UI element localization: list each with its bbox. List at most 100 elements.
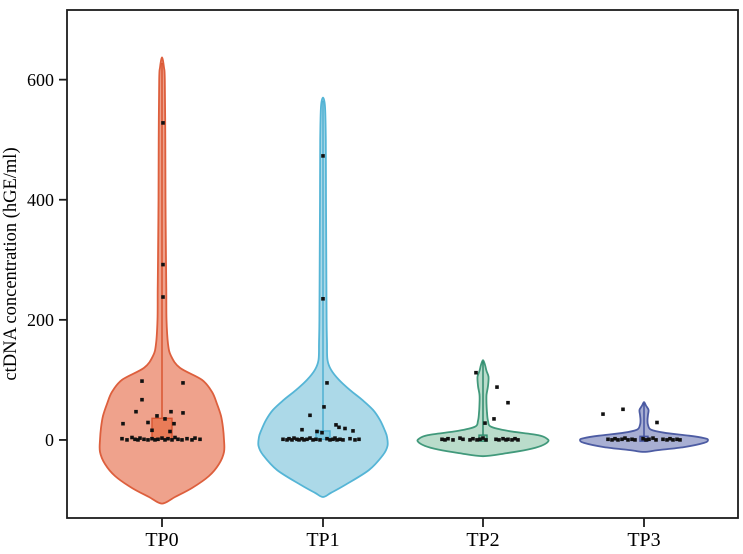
data-point-TP0 (185, 436, 189, 441)
data-point-TP1 (281, 437, 285, 442)
data-point-TP1 (341, 438, 345, 442)
data-point-TP2 (484, 438, 488, 442)
data-point-TP3 (613, 436, 617, 441)
data-point-TP1 (335, 438, 339, 442)
data-point-TP3 (601, 412, 605, 416)
data-point-TP3 (623, 436, 627, 440)
data-point-TP0 (198, 437, 202, 442)
data-point-TP1 (318, 438, 322, 442)
data-point-TP0 (161, 295, 165, 299)
data-point-TP1 (320, 430, 324, 435)
plot-border (66, 9, 739, 519)
data-point-TP0 (153, 438, 157, 442)
data-point-TP0 (163, 417, 167, 421)
y-tick-label-0: 0 (45, 430, 54, 450)
data-point-TP2 (492, 417, 496, 421)
data-point-TP1 (348, 436, 352, 441)
data-point-TP2 (481, 436, 485, 440)
data-point-TP0 (170, 438, 174, 442)
data-point-TP3 (626, 438, 630, 442)
data-point-TP1 (343, 426, 347, 431)
data-point-TP2 (510, 438, 514, 442)
data-point-TP0 (140, 397, 144, 402)
data-point-TP0 (150, 428, 154, 433)
data-point-TP1 (321, 154, 325, 158)
data-point-TP0 (140, 379, 144, 383)
data-point-TP3 (630, 437, 634, 442)
data-point-TP2 (475, 438, 479, 442)
data-point-TP2 (504, 438, 508, 442)
data-point-TP2 (506, 437, 510, 442)
data-point-TP3 (678, 438, 682, 442)
data-point-TP2 (440, 437, 444, 442)
data-point-TP1 (311, 438, 315, 442)
data-point-TP1 (325, 381, 329, 385)
data-point-TP3 (661, 437, 665, 442)
data-point-TP0 (146, 438, 150, 442)
data-point-TP1 (321, 297, 325, 301)
data-point-TP1 (357, 437, 361, 442)
data-point-TP2 (494, 437, 498, 442)
data-point-TP0 (156, 437, 160, 442)
y-tick-label-400: 400 (27, 190, 54, 210)
data-point-TP3 (633, 438, 637, 442)
data-point-TP1 (331, 437, 335, 442)
data-point-TP1 (325, 436, 329, 441)
data-point-TP0 (133, 437, 137, 442)
y-tick-label-200: 200 (27, 310, 54, 330)
data-point-TP1 (334, 423, 338, 427)
data-point-TP0 (160, 436, 164, 440)
data-point-TP0 (193, 436, 197, 440)
data-point-TP1 (287, 436, 291, 441)
data-point-TP2 (446, 436, 450, 441)
data-point-TP2 (458, 436, 462, 440)
violins-layer (98, 56, 709, 505)
data-point-TP3 (606, 437, 610, 442)
data-point-TP3 (654, 438, 658, 442)
data-point-TP0 (163, 438, 167, 442)
data-point-TP0 (125, 438, 129, 442)
data-point-TP2 (478, 437, 482, 442)
data-point-TP3 (647, 437, 651, 442)
data-point-TP1 (290, 438, 294, 442)
data-point-TP0 (166, 436, 170, 441)
axes-layer: 0 200 400 600 TP0 TP1 TP2 TP3 (27, 70, 661, 551)
data-point-TP0 (120, 436, 124, 441)
data-point-TP2 (483, 421, 487, 425)
data-point-TP2 (474, 370, 478, 375)
data-point-TP0 (173, 435, 177, 440)
data-point-TP3 (620, 437, 624, 442)
x-tick-label-TP2: TP2 (466, 529, 499, 551)
data-point-TP1 (285, 438, 289, 442)
data-point-TP0 (121, 421, 125, 426)
data-point-TP2 (497, 438, 501, 442)
data-point-TP2 (501, 436, 505, 441)
data-point-TP1 (295, 437, 299, 442)
data-point-TP2 (471, 436, 475, 441)
data-point-TP0 (168, 429, 172, 434)
data-point-TP1 (322, 405, 326, 409)
data-point-TP0 (161, 262, 165, 267)
data-point-TP1 (315, 429, 319, 434)
data-point-TP0 (138, 436, 142, 440)
data-point-TP2 (468, 438, 472, 442)
data-point-TP1 (337, 425, 341, 430)
data-point-TP1 (305, 437, 309, 442)
data-point-TP1 (297, 438, 301, 442)
data-point-TP1 (300, 427, 304, 432)
data-point-TP1 (308, 436, 312, 440)
data-point-TP1 (353, 438, 357, 442)
data-point-TP3 (616, 438, 620, 442)
data-point-TP0 (181, 411, 185, 415)
data-point-TP0 (146, 420, 150, 425)
data-point-TP2 (513, 436, 517, 441)
data-point-TP1 (302, 438, 306, 442)
data-point-TP0 (181, 381, 185, 385)
data-point-TP1 (314, 437, 318, 442)
data-point-TP0 (190, 438, 194, 442)
data-point-TP1 (351, 429, 355, 433)
data-point-TP0 (142, 437, 146, 442)
data-point-TP0 (130, 435, 134, 440)
data-point-TP0 (150, 436, 154, 441)
